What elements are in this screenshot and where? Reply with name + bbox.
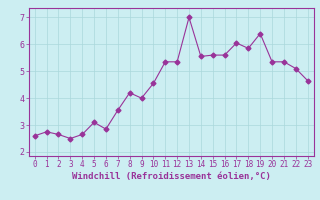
X-axis label: Windchill (Refroidissement éolien,°C): Windchill (Refroidissement éolien,°C)	[72, 172, 271, 181]
